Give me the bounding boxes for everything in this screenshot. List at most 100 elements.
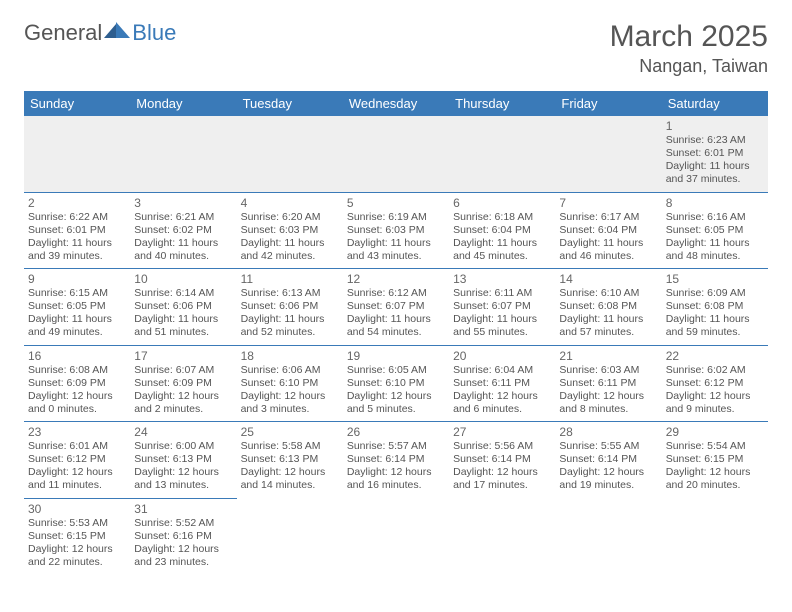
sunset-line: Sunset: 6:01 PM	[28, 224, 126, 237]
day-number: 13	[453, 272, 551, 286]
sunset-line: Sunset: 6:09 PM	[28, 377, 126, 390]
day-details: Sunrise: 6:11 AMSunset: 6:07 PMDaylight:…	[453, 287, 551, 340]
calendar-cell: 22Sunrise: 6:02 AMSunset: 6:12 PMDayligh…	[662, 345, 768, 422]
daylight-line: Daylight: 11 hours and 42 minutes.	[241, 237, 339, 263]
day-number: 3	[134, 196, 232, 210]
logo-text-1: General	[24, 20, 102, 46]
daylight-line: Daylight: 11 hours and 46 minutes.	[559, 237, 657, 263]
calendar-cell	[343, 498, 449, 574]
sunrise-line: Sunrise: 6:10 AM	[559, 287, 657, 300]
dayname-thu: Thursday	[449, 91, 555, 116]
day-number: 4	[241, 196, 339, 210]
daylight-line: Daylight: 12 hours and 9 minutes.	[666, 390, 764, 416]
calendar-cell: 25Sunrise: 5:58 AMSunset: 6:13 PMDayligh…	[237, 422, 343, 499]
daylight-line: Daylight: 12 hours and 6 minutes.	[453, 390, 551, 416]
dayname-mon: Monday	[130, 91, 236, 116]
day-details: Sunrise: 6:23 AMSunset: 6:01 PMDaylight:…	[666, 134, 764, 187]
day-number: 28	[559, 425, 657, 439]
daylight-line: Daylight: 12 hours and 8 minutes.	[559, 390, 657, 416]
calendar-cell	[237, 116, 343, 192]
daylight-line: Daylight: 11 hours and 49 minutes.	[28, 313, 126, 339]
calendar-cell: 5Sunrise: 6:19 AMSunset: 6:03 PMDaylight…	[343, 192, 449, 269]
calendar-cell: 17Sunrise: 6:07 AMSunset: 6:09 PMDayligh…	[130, 345, 236, 422]
sunset-line: Sunset: 6:16 PM	[134, 530, 232, 543]
day-number: 8	[666, 196, 764, 210]
day-details: Sunrise: 6:12 AMSunset: 6:07 PMDaylight:…	[347, 287, 445, 340]
day-number: 12	[347, 272, 445, 286]
calendar-cell: 30Sunrise: 5:53 AMSunset: 6:15 PMDayligh…	[24, 498, 130, 574]
sunrise-line: Sunrise: 6:07 AM	[134, 364, 232, 377]
day-number: 30	[28, 502, 126, 516]
day-number: 6	[453, 196, 551, 210]
calendar-cell: 26Sunrise: 5:57 AMSunset: 6:14 PMDayligh…	[343, 422, 449, 499]
day-details: Sunrise: 6:14 AMSunset: 6:06 PMDaylight:…	[134, 287, 232, 340]
calendar-cell: 14Sunrise: 6:10 AMSunset: 6:08 PMDayligh…	[555, 269, 661, 346]
daylight-line: Daylight: 12 hours and 17 minutes.	[453, 466, 551, 492]
day-details: Sunrise: 5:57 AMSunset: 6:14 PMDaylight:…	[347, 440, 445, 493]
sunrise-line: Sunrise: 6:19 AM	[347, 211, 445, 224]
calendar-cell: 10Sunrise: 6:14 AMSunset: 6:06 PMDayligh…	[130, 269, 236, 346]
daylight-line: Daylight: 12 hours and 16 minutes.	[347, 466, 445, 492]
dayname-sat: Saturday	[662, 91, 768, 116]
day-number: 10	[134, 272, 232, 286]
day-number: 14	[559, 272, 657, 286]
sunrise-line: Sunrise: 6:15 AM	[28, 287, 126, 300]
sunset-line: Sunset: 6:14 PM	[453, 453, 551, 466]
sunset-line: Sunset: 6:01 PM	[666, 147, 764, 160]
daylight-line: Daylight: 12 hours and 14 minutes.	[241, 466, 339, 492]
sunset-line: Sunset: 6:08 PM	[666, 300, 764, 313]
day-number: 27	[453, 425, 551, 439]
day-details: Sunrise: 6:10 AMSunset: 6:08 PMDaylight:…	[559, 287, 657, 340]
sunset-line: Sunset: 6:07 PM	[453, 300, 551, 313]
sunset-line: Sunset: 6:15 PM	[28, 530, 126, 543]
day-number: 19	[347, 349, 445, 363]
calendar-cell	[449, 116, 555, 192]
day-details: Sunrise: 5:52 AMSunset: 6:16 PMDaylight:…	[134, 517, 232, 570]
calendar-cell	[555, 116, 661, 192]
calendar-header-row: Sunday Monday Tuesday Wednesday Thursday…	[24, 91, 768, 116]
calendar-cell: 13Sunrise: 6:11 AMSunset: 6:07 PMDayligh…	[449, 269, 555, 346]
sunrise-line: Sunrise: 6:12 AM	[347, 287, 445, 300]
sunrise-line: Sunrise: 6:08 AM	[28, 364, 126, 377]
sunset-line: Sunset: 6:04 PM	[453, 224, 551, 237]
calendar-cell	[449, 498, 555, 574]
daylight-line: Daylight: 11 hours and 43 minutes.	[347, 237, 445, 263]
daylight-line: Daylight: 11 hours and 40 minutes.	[134, 237, 232, 263]
daylight-line: Daylight: 11 hours and 52 minutes.	[241, 313, 339, 339]
daylight-line: Daylight: 11 hours and 57 minutes.	[559, 313, 657, 339]
daylight-line: Daylight: 12 hours and 11 minutes.	[28, 466, 126, 492]
calendar-cell: 23Sunrise: 6:01 AMSunset: 6:12 PMDayligh…	[24, 422, 130, 499]
sunrise-line: Sunrise: 6:02 AM	[666, 364, 764, 377]
day-details: Sunrise: 6:22 AMSunset: 6:01 PMDaylight:…	[28, 211, 126, 264]
day-details: Sunrise: 6:17 AMSunset: 6:04 PMDaylight:…	[559, 211, 657, 264]
flag-icon	[104, 20, 130, 46]
calendar-week-row: 2Sunrise: 6:22 AMSunset: 6:01 PMDaylight…	[24, 192, 768, 269]
day-number: 24	[134, 425, 232, 439]
daylight-line: Daylight: 12 hours and 2 minutes.	[134, 390, 232, 416]
sunset-line: Sunset: 6:09 PM	[134, 377, 232, 390]
sunset-line: Sunset: 6:08 PM	[559, 300, 657, 313]
sunset-line: Sunset: 6:05 PM	[28, 300, 126, 313]
sunset-line: Sunset: 6:15 PM	[666, 453, 764, 466]
day-details: Sunrise: 6:08 AMSunset: 6:09 PMDaylight:…	[28, 364, 126, 417]
day-number: 16	[28, 349, 126, 363]
calendar-cell: 27Sunrise: 5:56 AMSunset: 6:14 PMDayligh…	[449, 422, 555, 499]
sunrise-line: Sunrise: 6:00 AM	[134, 440, 232, 453]
sunset-line: Sunset: 6:03 PM	[241, 224, 339, 237]
day-details: Sunrise: 6:19 AMSunset: 6:03 PMDaylight:…	[347, 211, 445, 264]
daylight-line: Daylight: 11 hours and 37 minutes.	[666, 160, 764, 186]
sunrise-line: Sunrise: 6:23 AM	[666, 134, 764, 147]
calendar-cell: 20Sunrise: 6:04 AMSunset: 6:11 PMDayligh…	[449, 345, 555, 422]
sunrise-line: Sunrise: 6:13 AM	[241, 287, 339, 300]
calendar-cell	[24, 116, 130, 192]
sunrise-line: Sunrise: 6:05 AM	[347, 364, 445, 377]
calendar-cell: 18Sunrise: 6:06 AMSunset: 6:10 PMDayligh…	[237, 345, 343, 422]
calendar-cell: 8Sunrise: 6:16 AMSunset: 6:05 PMDaylight…	[662, 192, 768, 269]
daylight-line: Daylight: 12 hours and 19 minutes.	[559, 466, 657, 492]
calendar-week-row: 30Sunrise: 5:53 AMSunset: 6:15 PMDayligh…	[24, 498, 768, 574]
day-details: Sunrise: 5:58 AMSunset: 6:13 PMDaylight:…	[241, 440, 339, 493]
sunrise-line: Sunrise: 6:16 AM	[666, 211, 764, 224]
day-details: Sunrise: 6:00 AMSunset: 6:13 PMDaylight:…	[134, 440, 232, 493]
day-details: Sunrise: 6:04 AMSunset: 6:11 PMDaylight:…	[453, 364, 551, 417]
calendar-week-row: 1Sunrise: 6:23 AMSunset: 6:01 PMDaylight…	[24, 116, 768, 192]
